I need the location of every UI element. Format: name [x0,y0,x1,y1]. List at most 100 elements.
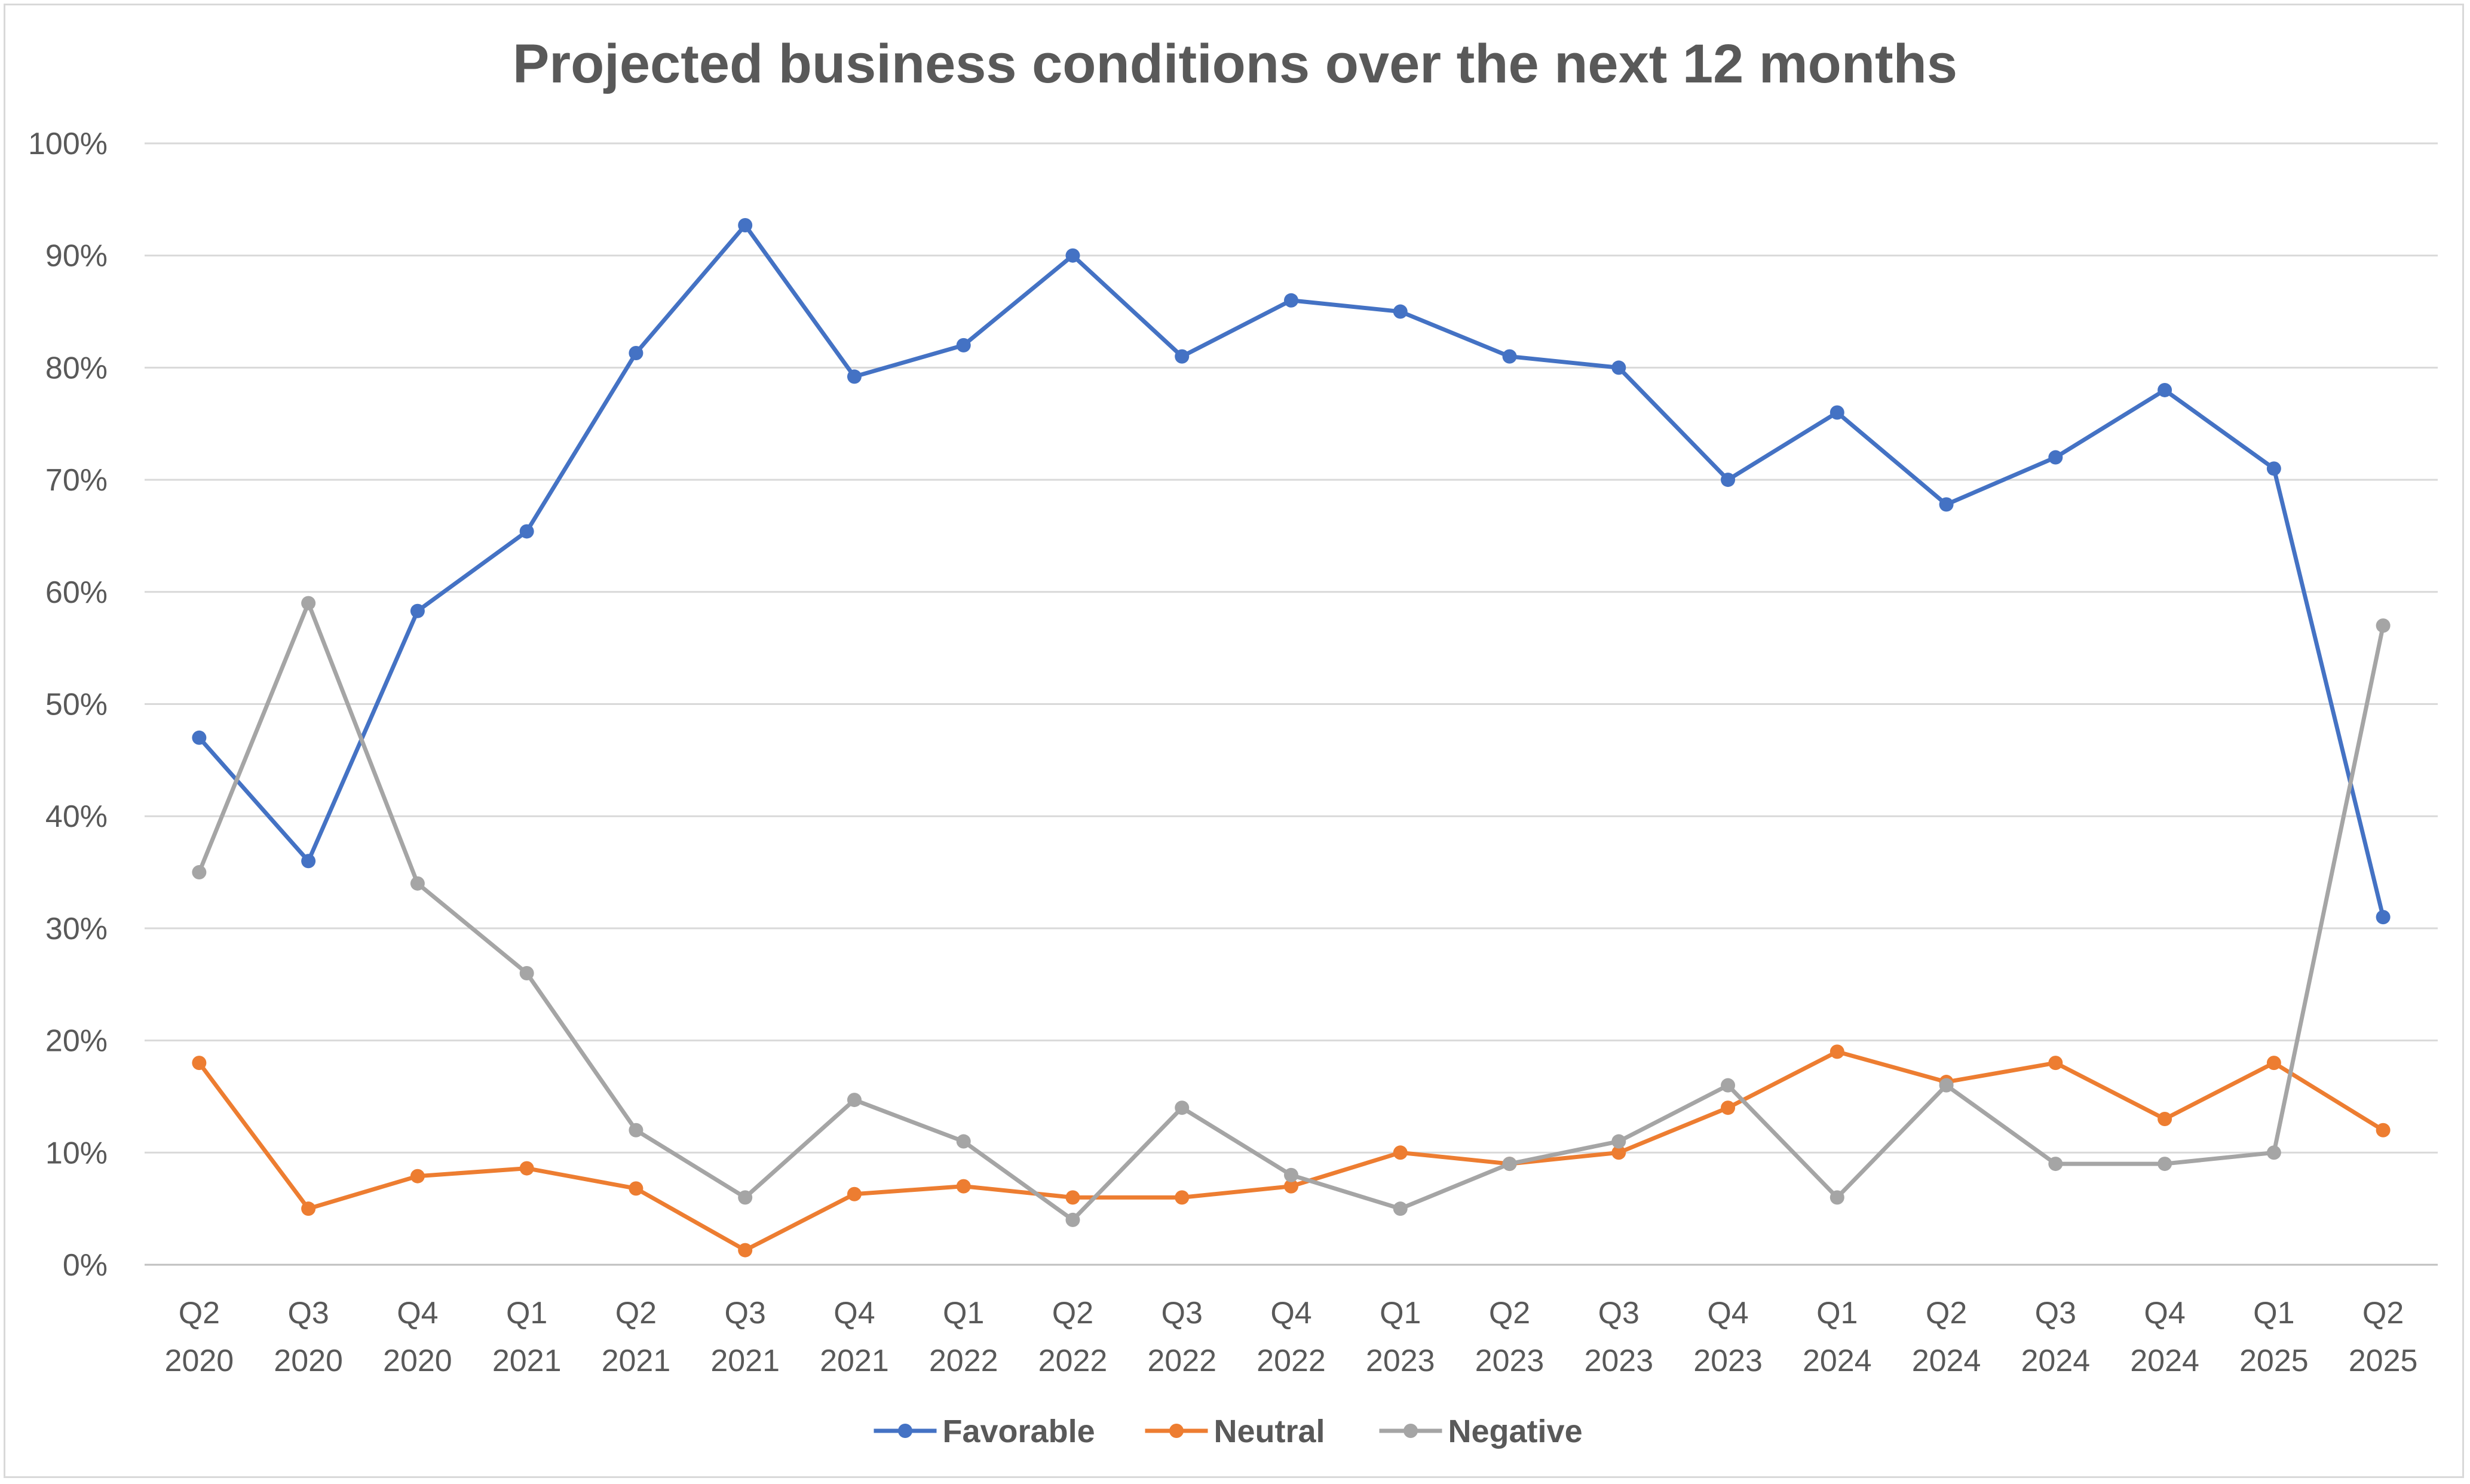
y-tick-label: 70% [45,463,108,498]
x-tick-year: 2024 [2021,1344,2090,1378]
x-tick-year: 2020 [383,1344,452,1378]
favorable-point [2266,461,2281,476]
negative-point [1065,1212,1080,1227]
negative-point [1284,1167,1298,1182]
negative-point [1939,1078,1954,1093]
neutral-point [2158,1111,2172,1126]
y-tick-label: 40% [45,799,108,834]
x-tick-year: 2024 [1803,1344,1872,1378]
x-tick-quarter: Q1 [1816,1296,1858,1330]
favorable-point [1284,293,1298,308]
legend-item-favorable: Favorable [874,1414,1095,1449]
x-tick-year: 2023 [1693,1344,1763,1378]
negative-point [2376,618,2391,633]
favorable-point [2158,382,2172,397]
legend-marker-negative [1403,1424,1418,1438]
negative-point [629,1123,643,1137]
legend-item-neutral: Neutral [1145,1414,1325,1449]
y-tick-label: 10% [45,1136,108,1170]
x-tick-year: 2021 [710,1344,780,1378]
y-tick-label: 60% [45,575,108,610]
x-tick-quarter: Q2 [179,1296,220,1330]
neutral-point [629,1181,643,1196]
y-tick-label: 0% [63,1248,108,1283]
x-tick-year: 2022 [1147,1344,1216,1378]
chart-title: Projected business conditions over the n… [513,33,1957,94]
negative-point [2158,1157,2172,1172]
x-tick-year: 2020 [165,1344,234,1378]
x-tick-quarter: Q1 [506,1296,547,1330]
favorable-point [1829,405,1844,420]
favorable-point [1393,304,1408,319]
favorable-point [1502,349,1517,364]
y-tick-label: 30% [45,912,108,946]
neutral-point [410,1169,425,1183]
x-tick-year: 2024 [1912,1344,1981,1378]
x-tick-quarter: Q4 [833,1296,875,1330]
negative-point [847,1093,862,1108]
favorable-point [1175,349,1190,364]
x-tick-quarter: Q2 [2362,1296,2404,1330]
favorable-point [956,338,971,352]
favorable-point [1939,497,1954,512]
legend-label-favorable: Favorable [943,1414,1095,1449]
negative-point [1175,1100,1190,1115]
neutral-line [197,1049,2386,1253]
x-tick-quarter: Q3 [1162,1296,1203,1330]
legend-marker-neutral [1169,1424,1184,1438]
series-group [192,218,2391,1258]
negative-point [1393,1201,1408,1216]
negative-point [1611,1134,1626,1149]
y-axis-ticks: 0% 10% 20% 30% 40% 50% 60% 70% 80% 90% 100% [28,127,108,1283]
favorable-point [1611,360,1626,375]
neutral-point [301,1201,316,1216]
x-tick-year: 2022 [929,1344,998,1378]
y-tick-label: 50% [45,688,108,722]
favorable-point [301,854,316,869]
neutral-point [1393,1145,1408,1160]
favorable-point [2376,910,2391,925]
legend-label-neutral: Neutral [1214,1414,1325,1449]
y-tick-label: 100% [28,127,108,161]
negative-point [519,965,534,980]
negative-line [197,601,2386,1222]
x-tick-quarter: Q2 [615,1296,657,1330]
neutral-point [1175,1190,1190,1205]
neutral-point [956,1179,971,1194]
neutral-point [738,1243,753,1258]
legend-marker-favorable [898,1424,912,1438]
neutral-point [1284,1179,1298,1194]
x-tick-quarter: Q2 [1489,1296,1530,1330]
x-tick-year: 2021 [492,1344,562,1378]
favorable-point [847,369,862,384]
x-tick-quarter: Q1 [943,1296,984,1330]
neutral-point [1611,1145,1626,1160]
x-tick-quarter: Q1 [2253,1296,2294,1330]
x-tick-quarter: Q3 [287,1296,329,1330]
negative-point [410,876,425,891]
favorable-point [629,345,643,360]
y-tick-label: 90% [45,239,108,274]
favorable-line [197,223,2386,919]
legend-label-negative: Negative [1448,1414,1583,1449]
negative-point [2048,1157,2063,1172]
x-tick-quarter: Q4 [1270,1296,1311,1330]
x-tick-year: 2024 [2130,1344,2199,1378]
x-tick-year: 2022 [1257,1344,1326,1378]
favorable-point [1721,473,1736,487]
neutral-point [1065,1190,1080,1205]
x-tick-quarter: Q4 [397,1296,438,1330]
favorable-point [738,218,753,233]
negative-point [956,1134,971,1149]
negative-point [738,1190,753,1205]
x-tick-year: 2021 [820,1344,889,1378]
gridlines [145,142,2438,1266]
x-tick-quarter: Q3 [1598,1296,1639,1330]
x-tick-year: 2021 [602,1344,671,1378]
neutral-point [2376,1123,2391,1137]
favorable-point [410,603,425,618]
x-tick-year: 2025 [2349,1344,2418,1378]
x-tick-year: 2022 [1038,1344,1108,1378]
neutral-point [1721,1100,1736,1115]
neutral-point [192,1056,207,1071]
